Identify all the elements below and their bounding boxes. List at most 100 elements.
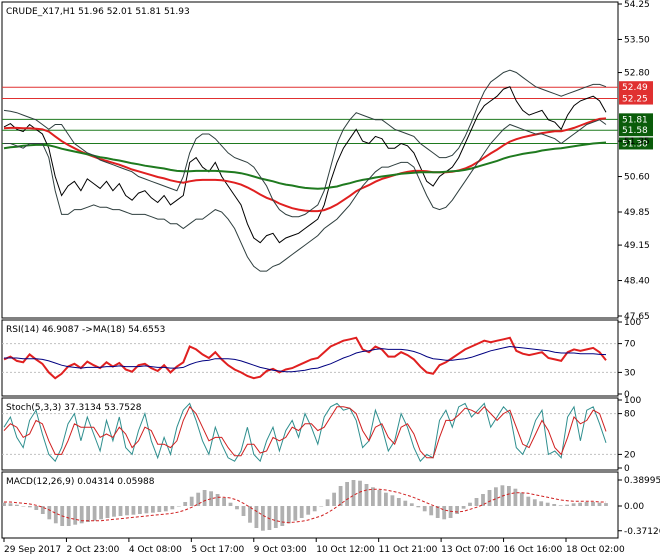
price-level-badge-3 — [619, 124, 653, 137]
macd-histogram-bar-14 — [92, 506, 97, 521]
macd-histogram-bar-0 — [2, 502, 6, 506]
macd-histogram-bar-37 — [241, 506, 246, 516]
macd-histogram-bar-76 — [494, 487, 498, 506]
macd-histogram-bar-72 — [468, 502, 472, 506]
macd-histogram-bar-24 — [157, 506, 162, 512]
macd-histogram-bar-43 — [280, 506, 285, 526]
macd-histogram-bar-16 — [105, 506, 110, 518]
price-level-badge-0 — [619, 81, 653, 94]
macd-histogram-bar-91 — [591, 502, 595, 506]
rsi-series-group — [2, 336, 618, 380]
macd-histogram-bar-61 — [396, 498, 401, 506]
time-tick-label-0: 29 Sep 2017 — [4, 545, 61, 555]
macd-histogram-bar-42 — [273, 506, 278, 528]
stoch-series-group — [2, 402, 618, 463]
price-tick-label-4: 50.60 — [624, 173, 650, 183]
price-tick-label-0: 54.25 — [624, 0, 650, 10]
macd-histogram-bar-41 — [267, 506, 272, 530]
macd-histogram-bar-63 — [409, 503, 414, 506]
macd-histogram-bar-2 — [15, 504, 19, 506]
rsi-series-line-0 — [3, 336, 607, 380]
macd-histogram-bar-87 — [565, 504, 569, 506]
macd-histogram-bar-27 — [176, 506, 181, 507]
stoch-tick-label-1: 80 — [624, 410, 636, 420]
macd-series-group — [2, 480, 608, 531]
price-tick-label-3: 51.35 — [624, 137, 650, 147]
macd-histogram-bar-74 — [481, 494, 485, 506]
macd-histogram-bar-70 — [455, 506, 459, 514]
macd-histogram-bar-12 — [79, 506, 84, 524]
rsi-series-line-1 — [4, 345, 607, 373]
macd-histogram-bar-90 — [584, 502, 589, 506]
price-level-label-4: 51.30 — [622, 139, 648, 149]
macd-histogram-bar-83 — [539, 501, 544, 506]
price-tick-label-8: 47.65 — [624, 312, 650, 322]
macd-histogram-bar-62 — [403, 500, 408, 506]
rsi-pane-border — [1, 319, 619, 397]
price-level-badge-4 — [619, 137, 653, 150]
macd-axis: 0.38995 0.00 -0.37126 — [618, 476, 660, 537]
rsi-tick-label-3: 0 — [624, 390, 630, 400]
price-level-label-3: 51.58 — [622, 126, 648, 136]
stoch-pane[interactable]: Stoch(5,3,3) 37.3134 53.7528 100 80 20 0 — [1, 396, 641, 474]
macd-histogram-bar-49 — [319, 506, 324, 507]
macd-histogram-bar-35 — [228, 502, 233, 506]
price-tick-label-7: 48.40 — [624, 277, 650, 287]
macd-pane-title: MACD(12,26,9) 0.04314 0.05988 — [6, 477, 155, 487]
time-tick-label-1: 2 Oct 23:00 — [66, 545, 119, 555]
price-tick-label-5: 49.85 — [624, 208, 650, 218]
macd-histogram-bar-64 — [416, 506, 421, 508]
price-tick-label-6: 49.15 — [624, 241, 650, 251]
macd-histogram-bar-39 — [254, 506, 259, 528]
macd-histogram-bar-6 — [40, 506, 45, 514]
macd-histogram-bar-67 — [435, 506, 440, 518]
macd-histogram-bar-11 — [73, 506, 78, 525]
macd-histogram-bar-44 — [286, 506, 291, 524]
macd-histogram-bar-68 — [442, 506, 447, 520]
macd-histogram-bar-26 — [170, 506, 175, 510]
macd-pane-border — [1, 471, 619, 539]
price-level-label-2: 51.81 — [622, 115, 648, 125]
macd-histogram-bar-45 — [293, 506, 298, 521]
macd-histogram-bar-47 — [306, 506, 311, 515]
macd-histogram-bar-52 — [338, 486, 343, 506]
macd-histogram-bar-59 — [384, 492, 388, 506]
price-pane[interactable]: CRUDE_X17,H1 51.96 52.01 51.81 51.93 52.… — [1, 0, 653, 322]
price-series-line-4 — [4, 119, 607, 272]
macd-histogram-bar-79 — [513, 488, 518, 506]
macd-histogram-bar-53 — [345, 482, 349, 506]
price-series-line-3 — [3, 69, 607, 218]
time-tick-label-4: 9 Oct 03:00 — [254, 545, 307, 555]
price-pane-title: CRUDE_X17,H1 51.96 52.01 51.81 51.93 — [6, 7, 190, 17]
macd-histogram-bar-81 — [526, 496, 531, 506]
stoch-axis: 100 80 20 0 — [618, 396, 641, 474]
macd-pane[interactable]: MACD(12,26,9) 0.04314 0.05988 0.38995 0.0… — [1, 471, 660, 539]
macd-tick-label-1: 0.00 — [624, 502, 644, 512]
macd-histogram-bar-3 — [21, 506, 26, 507]
macd-histogram-bar-48 — [312, 506, 317, 512]
price-series-line-1 — [3, 117, 607, 213]
macd-histogram-bar-31 — [202, 490, 207, 506]
macd-histogram-bar-88 — [571, 503, 576, 506]
macd-histogram-bar-60 — [390, 495, 395, 506]
macd-histogram-bar-15 — [99, 506, 103, 520]
macd-histogram-bar-73 — [474, 498, 479, 506]
macd-histogram-bar-50 — [325, 499, 330, 506]
price-series-line-0 — [3, 86, 607, 244]
price-pane-border — [1, 1, 619, 319]
price-axis: 54.25 53.50 52.80 51.35 50.60 49.85 49.15 48.40… — [618, 0, 650, 322]
price-series-group — [3, 69, 607, 272]
rsi-pane[interactable]: RSI(14) 46.9087 ->MA(18) 54.6553 100 70 30… — [1, 318, 641, 400]
macd-histogram-bar-46 — [299, 506, 304, 518]
macd-histogram-bar-57 — [371, 487, 375, 506]
macd-histogram-bar-51 — [332, 492, 336, 506]
price-level-badge-1 — [619, 92, 653, 105]
macd-histogram-bar-29 — [189, 496, 194, 506]
macd-histogram-bar-36 — [235, 506, 239, 510]
macd-histogram-bar-58 — [377, 490, 382, 506]
price-level-label-1: 52.25 — [622, 95, 648, 105]
macd-histogram-bar-21 — [138, 506, 142, 514]
macd-histogram-bar-84 — [545, 502, 550, 506]
macd-histogram-bar-92 — [597, 502, 602, 506]
